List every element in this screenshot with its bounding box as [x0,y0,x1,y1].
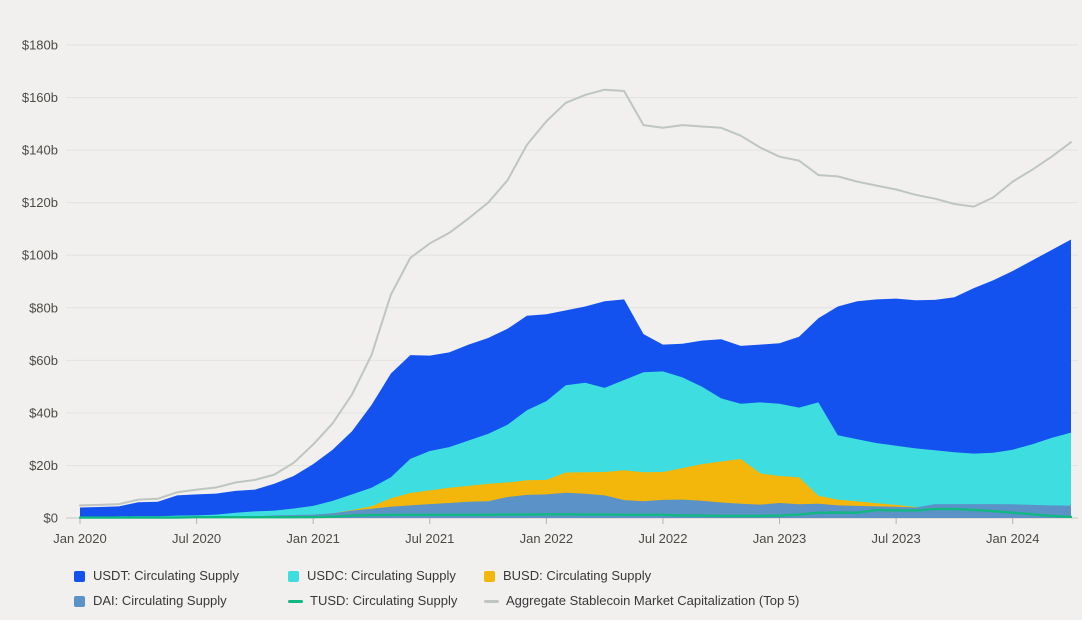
x-axis-label: Jul 2020 [172,531,221,546]
x-axis-label: Jan 2020 [53,531,107,546]
series-line-tusd [78,507,1073,519]
legend-item-usdt[interactable]: USDT: Circulating Supply [74,567,288,585]
legend-item-dai[interactable]: DAI: Circulating Supply [74,592,288,610]
legend-item-busd[interactable]: BUSD: Circulating Supply [484,567,799,585]
chart-legend: USDT: Circulating Supply USDC: Circulati… [74,567,799,610]
x-axis-label: Jan 2021 [286,531,340,546]
y-axis-label: $180b [22,38,58,53]
x-axis-label: Jul 2021 [405,531,454,546]
legend-label-usdt: USDT: Circulating Supply [93,568,239,583]
tusd-line-swatch-icon [288,599,303,603]
x-axis-label: Jan 2023 [753,531,807,546]
chart-plot-area: $0 $20b $40b $60b $80b $100b $120b $140b $160b $1… [22,38,1078,546]
legend-item-usdc[interactable]: USDC: Circulating Supply [288,567,484,585]
legend-label-aggregate: Aggregate Stablecoin Market Capitalizati… [506,593,800,608]
series-area-busd [80,458,1071,518]
y-axis-label: $100b [22,248,58,263]
x-axis-label: Jul 2023 [872,531,921,546]
legend-item-aggregate[interactable]: Aggregate Stablecoin Market Capitalizati… [484,592,799,610]
x-axis-label: Jan 2024 [986,531,1040,546]
usdt-swatch-icon [74,570,85,582]
legend-item-tusd[interactable]: TUSD: Circulating Supply [288,592,484,610]
y-axis-label: $120b [22,195,58,210]
legend-label-dai: DAI: Circulating Supply [93,593,227,608]
busd-swatch-icon [484,570,495,582]
y-axis-label: $140b [22,143,58,158]
x-axis-label: Jul 2022 [638,531,687,546]
aggregate-line-swatch-icon [484,599,499,603]
y-axis-label: $80b [29,300,58,315]
dai-swatch-icon [74,595,85,607]
usdc-swatch-icon [288,570,299,582]
legend-label-tusd: TUSD: Circulating Supply [310,593,458,608]
legend-label-usdc: USDC: Circulating Supply [307,568,456,583]
series-line-aggregate [79,88,1072,507]
y-axis-label: $40b [29,405,58,420]
y-axis-label: $60b [29,353,58,368]
x-axis-label: Jan 2022 [520,531,574,546]
y-axis-label: $20b [29,458,58,473]
y-axis-label: $0 [44,511,58,526]
y-axis-label: $160b [22,90,58,105]
legend-label-busd: BUSD: Circulating Supply [503,568,652,583]
series-area-usdc [80,371,1071,518]
